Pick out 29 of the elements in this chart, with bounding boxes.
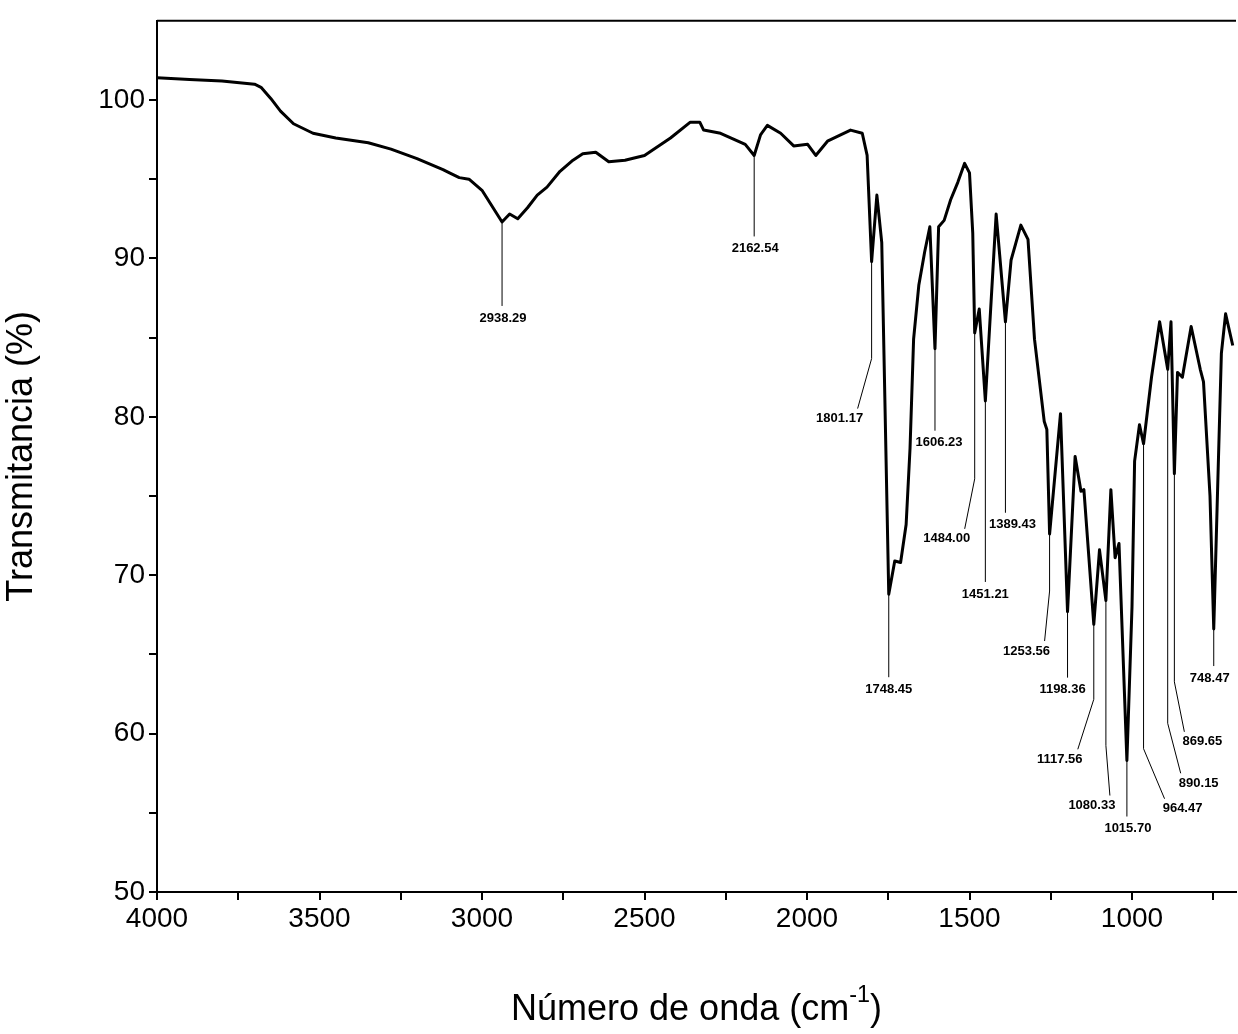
annotation: 1801.17 <box>816 410 864 426</box>
annotation: 964.47 <box>1162 800 1203 816</box>
annotation: 869.65 <box>1182 733 1223 749</box>
x-tick-label: 1500 <box>938 901 1001 933</box>
annotation: 2162.54 <box>731 240 780 256</box>
y-tick-label: 70 <box>113 557 145 589</box>
annotation: 1117.56 <box>1037 750 1083 766</box>
annotation: 890.15 <box>1178 774 1219 790</box>
y-tick-label: 60 <box>113 716 145 748</box>
annotation: 1484.00 <box>923 530 971 546</box>
annotation: 1606.23 <box>915 434 963 450</box>
x-tick-label: 3500 <box>288 901 351 933</box>
y-tick-label: 80 <box>113 399 145 431</box>
annotation: 1080.33 <box>1068 797 1116 813</box>
annotation: 1748.45 <box>865 680 913 696</box>
y-tick-label: 90 <box>113 241 145 273</box>
annotation: 1198.36 <box>1039 681 1086 697</box>
annotation: 748.47 <box>1189 669 1230 685</box>
annotation: 1015.70 <box>1104 820 1152 836</box>
x-tick-label: 2000 <box>775 901 839 933</box>
y-axis-title: Transmitancia (%) <box>0 311 40 602</box>
annotation: 1389.43 <box>988 516 1036 532</box>
annotation: 1253.56 <box>1003 642 1051 658</box>
annotation: 2938.29 <box>479 309 527 325</box>
y-tick-label: 100 <box>98 82 145 114</box>
x-tick-label: 1000 <box>1100 901 1164 933</box>
annotation: 1451.21 <box>961 585 1009 601</box>
x-tick-label: 3000 <box>450 901 514 933</box>
x-tick-label: 2500 <box>613 901 676 933</box>
